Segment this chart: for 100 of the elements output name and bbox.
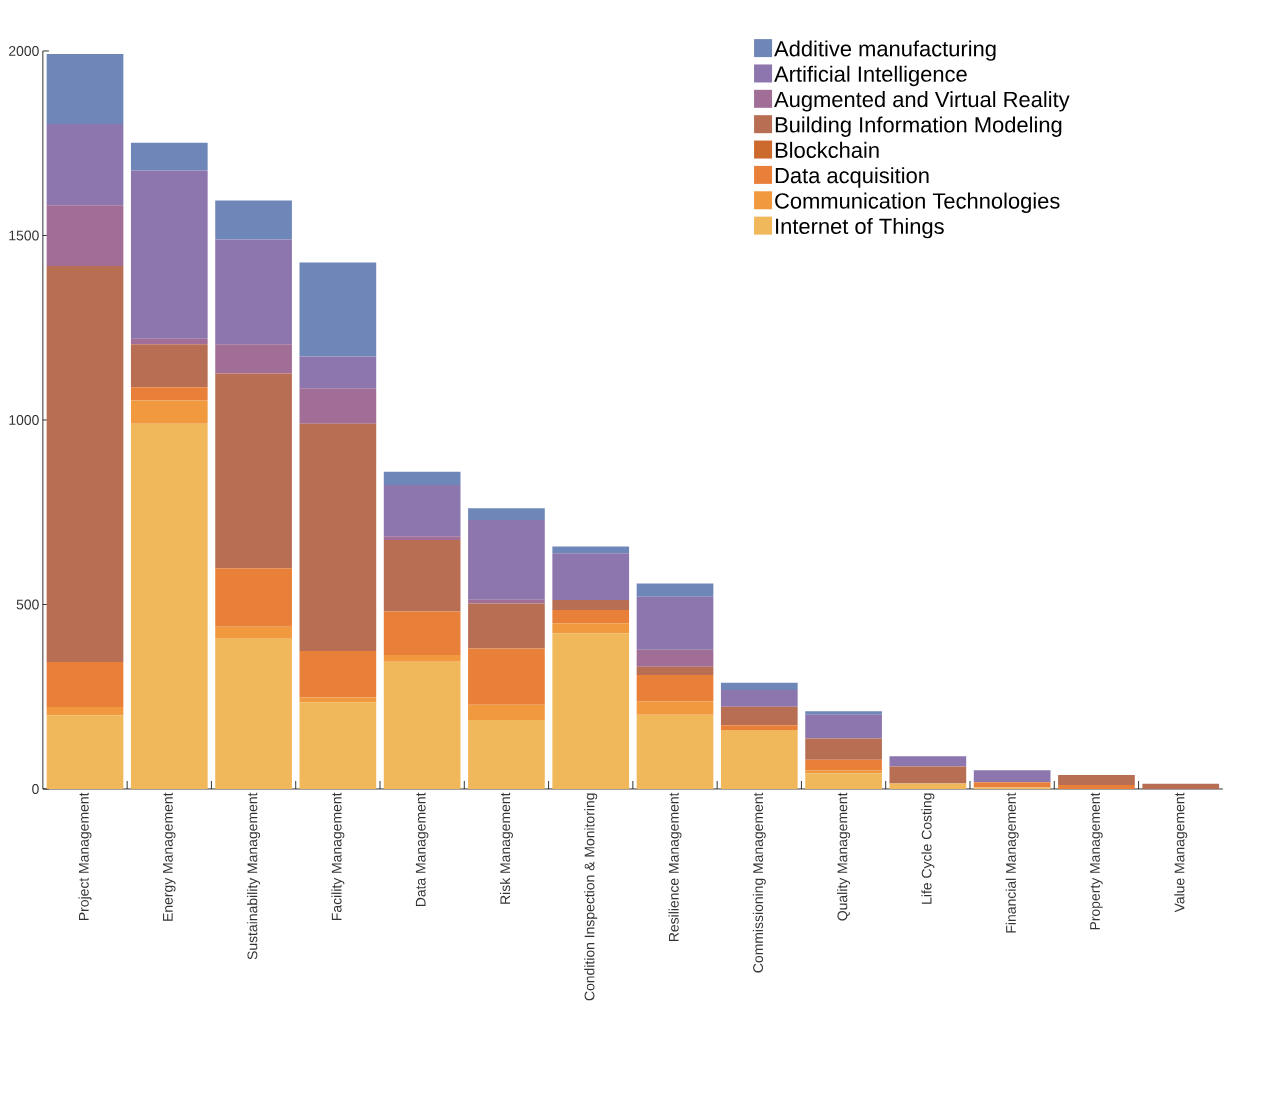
y-tick-label: 1500 (9, 230, 39, 241)
bar (636, 583, 714, 597)
bar (215, 638, 292, 789)
x-tick-label: Quality Management (837, 792, 851, 921)
bar (130, 387, 208, 401)
bar (805, 759, 882, 771)
bar (552, 633, 630, 789)
bar (130, 170, 208, 339)
bar (383, 539, 461, 612)
bar (720, 706, 798, 726)
bar (299, 697, 377, 703)
bar (973, 770, 1051, 783)
bar (468, 508, 545, 520)
y-tick-label: 2000 (9, 46, 39, 56)
bar (383, 655, 461, 662)
x-tick-label: Life Cycle Costing (921, 793, 935, 904)
bar (805, 711, 882, 715)
x-tick-label: Energy Management (163, 792, 176, 921)
bar (299, 388, 377, 424)
bar (636, 701, 714, 715)
bar (46, 266, 124, 663)
x-tick-label: Financial Management (1005, 792, 1019, 933)
bar (383, 471, 461, 485)
bar (636, 674, 714, 702)
bar (1142, 783, 1220, 789)
bar (1058, 784, 1135, 789)
legend-label: Communication Technologies (775, 192, 1060, 213)
legend-label: Building Information Modeling (775, 116, 1062, 137)
bar (889, 756, 967, 767)
bar (889, 783, 967, 789)
bar (46, 707, 124, 716)
bar (636, 714, 714, 789)
x-tick-label: Project Management (78, 792, 92, 921)
bar (552, 610, 630, 624)
bar (130, 344, 208, 388)
bar (299, 702, 377, 789)
bar (299, 356, 377, 389)
bar (468, 704, 545, 720)
bar (805, 714, 882, 739)
bar (552, 600, 630, 611)
bar (215, 373, 292, 569)
bar (383, 611, 461, 656)
x-tick-label: Commissioning Management (752, 792, 766, 973)
bar (552, 546, 630, 554)
bar (468, 648, 545, 705)
bar (130, 423, 208, 789)
bar (299, 262, 377, 357)
bar (46, 205, 124, 267)
bar (130, 142, 208, 171)
x-tick-label: Condition Inspection & Monitoring (584, 793, 598, 1001)
x-tick-label: Sustainability Management (247, 792, 261, 960)
bar (468, 519, 545, 600)
bar (46, 662, 124, 708)
bar (636, 649, 714, 667)
legend-label: Artificial Intelligence (774, 65, 967, 87)
bar (215, 239, 292, 345)
legend-label: Augmented and Virtual Reality (774, 91, 1070, 112)
bar (636, 666, 714, 675)
x-tick-label: Resilience Management (668, 792, 682, 941)
bar (130, 338, 208, 345)
y-tick-label: 500 (16, 599, 39, 610)
bar (636, 596, 714, 650)
bar (46, 53, 124, 125)
bar (299, 423, 377, 651)
x-tick-label: Data Management (415, 792, 429, 907)
legend-label: Data acquisition (775, 167, 929, 188)
bar (805, 738, 882, 760)
bar (552, 623, 630, 634)
x-tick-label: Property Management (1090, 792, 1103, 930)
bar (46, 124, 124, 206)
bar (299, 650, 377, 698)
legend-label: Additive manufacturing (774, 40, 996, 61)
bar (552, 553, 630, 601)
bar (468, 719, 545, 789)
bar (1058, 774, 1135, 785)
x-tick-label: Risk Management (499, 792, 513, 904)
bar (383, 484, 461, 537)
bar (215, 200, 292, 240)
bar (805, 773, 882, 789)
bar (720, 725, 798, 730)
bar (720, 690, 798, 707)
bar (46, 715, 124, 789)
legend-label: Blockchain (775, 141, 879, 158)
bar (215, 568, 292, 627)
bar (889, 766, 967, 784)
y-tick-label: 1000 (9, 415, 39, 425)
bar (973, 782, 1051, 788)
x-tick-label: Facility Management (331, 792, 345, 921)
bar (215, 626, 292, 639)
bar (720, 682, 798, 691)
legend-label: Internet of Things (776, 217, 944, 239)
bar (215, 344, 292, 374)
y-tick-label: 0 (32, 784, 39, 794)
bar (805, 770, 882, 774)
bar (383, 661, 461, 789)
bar (383, 536, 461, 540)
bar (468, 603, 545, 649)
x-tick-label: Value Management (1174, 792, 1188, 913)
bar (130, 400, 208, 424)
bar (720, 729, 798, 789)
